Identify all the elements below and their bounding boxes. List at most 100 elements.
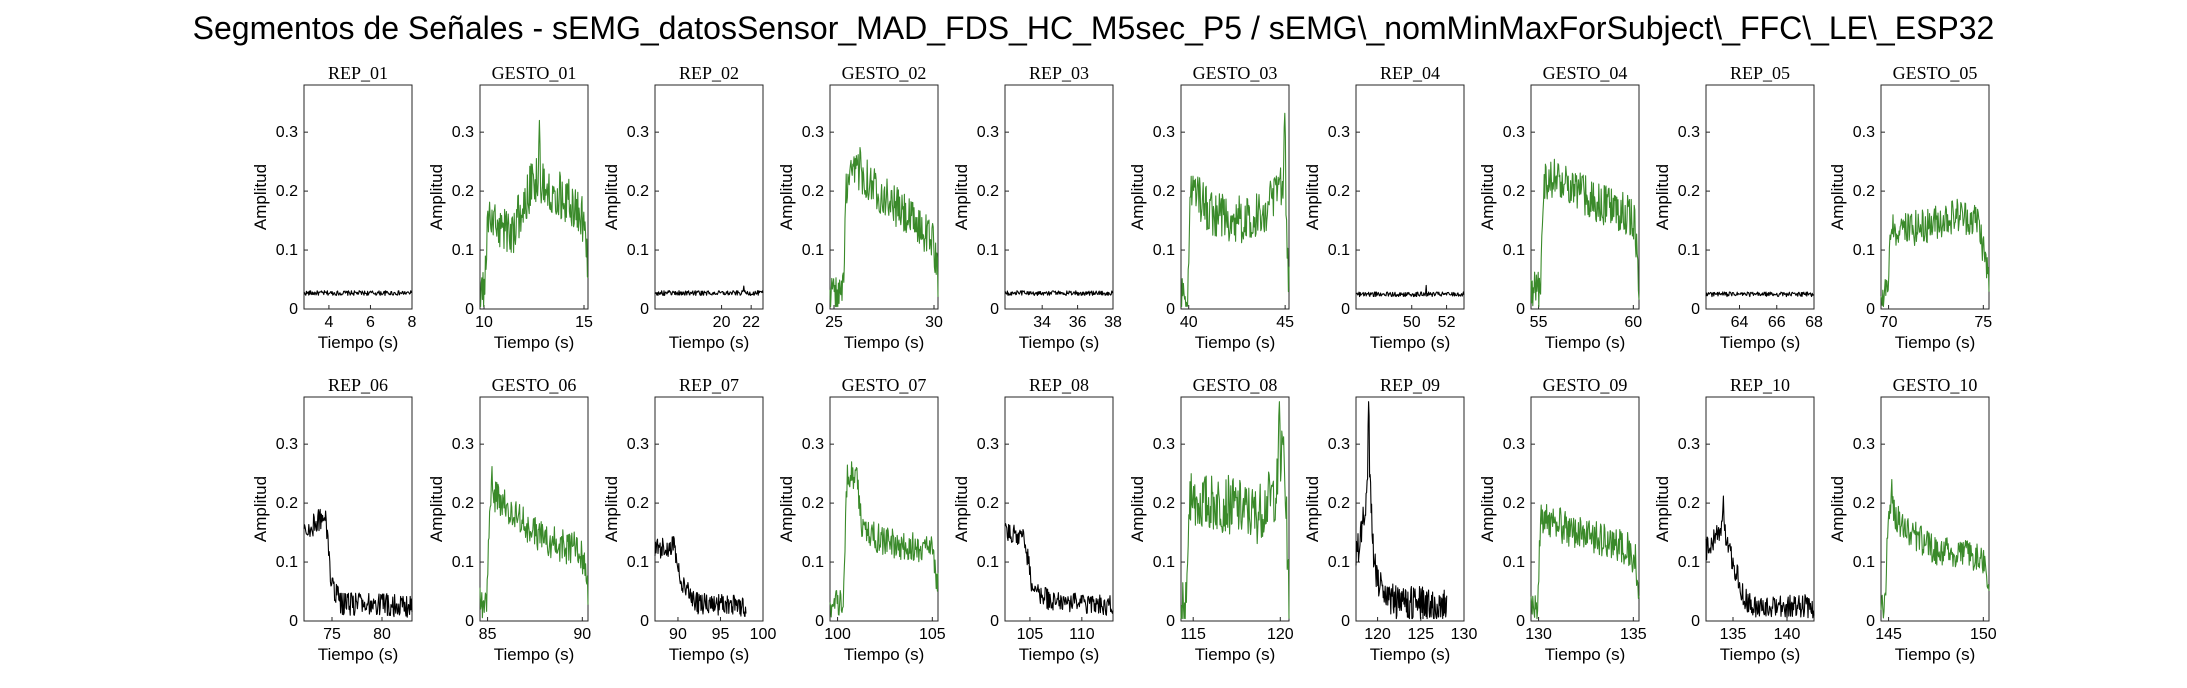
plot-gesto-06-axes — [479, 396, 589, 622]
plot-gesto-09-xtick-label: 135 — [1620, 626, 1647, 643]
plot-gesto-05-xlabel: Tiempo (s) — [1895, 333, 1976, 352]
plot-rep-08-ylabel: Amplitud — [952, 476, 971, 542]
figure-title: Segmentos de Señales - sEMG_datosSensor_… — [192, 10, 1995, 46]
plot-rep-10-xtick-label: 135 — [1720, 626, 1747, 643]
plot-gesto-06-xtick-label: 85 — [479, 626, 497, 643]
plot-rep-09-ytick-label: 0.3 — [1328, 436, 1350, 453]
plot-rep-09-xtick-label: 130 — [1451, 626, 1478, 643]
plot-gesto-05-ytick-label: 0.3 — [1853, 124, 1875, 141]
plot-gesto-08-ytick-label: 0 — [1166, 613, 1175, 630]
plot-rep-10-xtick-label: 140 — [1774, 626, 1801, 643]
plot-rep-09-xtick-label: 120 — [1364, 626, 1391, 643]
plot-rep-06-ytick-label: 0.2 — [276, 495, 298, 512]
plot-rep-09-ylabel: Amplitud — [1303, 476, 1322, 542]
plot-rep-09-ytick-label: 0 — [1341, 613, 1350, 630]
plot-rep-08-ytick-label: 0.3 — [977, 436, 999, 453]
plot-gesto-07-axes — [829, 396, 939, 622]
plot-rep-04-xtick-label: 52 — [1438, 314, 1456, 331]
plot-rep-04-axes — [1355, 84, 1465, 310]
plot-rep-09-title: REP_09 — [1380, 375, 1440, 395]
plot-gesto-09-ytick-label: 0 — [1516, 613, 1525, 630]
plot-rep-06-xlabel: Tiempo (s) — [318, 645, 399, 664]
plot-gesto-04-signal-line — [1530, 158, 1640, 308]
plot-gesto-04-xtick-label: 55 — [1530, 314, 1548, 331]
plot-rep-05-ytick-label: 0 — [1691, 301, 1700, 318]
plot-rep-07-xlabel: Tiempo (s) — [669, 645, 750, 664]
plot-rep-07-ytick-label: 0.3 — [627, 436, 649, 453]
plot-rep-10-xlabel: Tiempo (s) — [1720, 645, 1801, 664]
plot-gesto-02-ytick-label: 0 — [815, 301, 824, 318]
plot-gesto-10-xtick-label: 145 — [1875, 626, 1902, 643]
plot-gesto-02-xtick-label: 30 — [925, 314, 943, 331]
plot-rep-07-signal-line — [654, 536, 747, 617]
plot-gesto-05-axes — [1880, 84, 1990, 310]
plot-rep-05-xtick-label: 64 — [1731, 314, 1749, 331]
plot-rep-06-ylabel: Amplitud — [251, 476, 270, 542]
plot-gesto-01-xlabel: Tiempo (s) — [494, 333, 575, 352]
plot-rep-05-signal-line — [1705, 291, 1815, 298]
plot-gesto-03-xtick-label: 40 — [1180, 314, 1198, 331]
plot-gesto-02-xtick-label: 25 — [825, 314, 843, 331]
plot-rep-07-axes — [654, 396, 764, 622]
plot-gesto-05-ylabel: Amplitud — [1828, 164, 1847, 230]
plot-rep-03-ytick-label: 0.1 — [977, 242, 999, 259]
plot-gesto-06-ytick-label: 0 — [465, 613, 474, 630]
plot-rep-10-ytick-label: 0.3 — [1678, 436, 1700, 453]
plot-gesto-06-ytick-label: 0.1 — [452, 554, 474, 571]
plot-rep-01-xtick-label: 6 — [366, 314, 375, 331]
plot-rep-07-xtick-label: 90 — [669, 626, 687, 643]
plot-rep-03-xtick-label: 38 — [1104, 314, 1122, 331]
plot-rep-02-ytick-label: 0.3 — [627, 124, 649, 141]
plot-gesto-05-ytick-label: 0 — [1866, 301, 1875, 318]
plot-rep-10-ytick-label: 0 — [1691, 613, 1700, 630]
plot-gesto-07-xtick-label: 100 — [824, 626, 851, 643]
plot-rep-04-xtick-label: 50 — [1403, 314, 1421, 331]
plot-rep-03-ylabel: Amplitud — [952, 164, 971, 230]
plot-rep-09-xlabel: Tiempo (s) — [1370, 645, 1451, 664]
plot-rep-01-ytick-label: 0.3 — [276, 124, 298, 141]
plot-rep-08-title: REP_08 — [1029, 375, 1089, 395]
plot-rep-06-xtick-label: 80 — [373, 626, 391, 643]
plot-rep-03-ytick-label: 0.3 — [977, 124, 999, 141]
plot-rep-06-ytick-label: 0.3 — [276, 436, 298, 453]
plot-rep-02-xlabel: Tiempo (s) — [669, 333, 750, 352]
plot-gesto-01-title: GESTO_01 — [492, 63, 577, 83]
plot-gesto-09-ytick-label: 0.3 — [1503, 436, 1525, 453]
plot-gesto-10-title: GESTO_10 — [1893, 375, 1978, 395]
plot-rep-06-title: REP_06 — [328, 375, 388, 395]
plot-gesto-04-ytick-label: 0.2 — [1503, 183, 1525, 200]
plot-gesto-01-xtick-label: 10 — [475, 314, 493, 331]
plot-gesto-10-ytick-label: 0.2 — [1853, 495, 1875, 512]
plot-rep-09-ytick-label: 0.1 — [1328, 554, 1350, 571]
plot-rep-03-signal-line — [1004, 290, 1114, 296]
plot-gesto-06-ytick-label: 0.3 — [452, 436, 474, 453]
plot-gesto-01-ytick-label: 0 — [465, 301, 474, 318]
plot-rep-04-ytick-label: 0.2 — [1328, 183, 1350, 200]
plot-gesto-09-ytick-label: 0.2 — [1503, 495, 1525, 512]
plot-gesto-03-ytick-label: 0 — [1166, 301, 1175, 318]
plot-rep-01-ylabel: Amplitud — [251, 164, 270, 230]
plot-rep-10-ytick-label: 0.1 — [1678, 554, 1700, 571]
plot-rep-10-title: REP_10 — [1730, 375, 1790, 395]
plot-rep-06-ytick-label: 0.1 — [276, 554, 298, 571]
plot-rep-03-xtick-label: 36 — [1069, 314, 1087, 331]
plot-gesto-06-xtick-label: 90 — [573, 626, 591, 643]
plot-gesto-05-ytick-label: 0.1 — [1853, 242, 1875, 259]
plot-rep-05-xlabel: Tiempo (s) — [1720, 333, 1801, 352]
plot-gesto-02-ytick-label: 0.1 — [802, 242, 824, 259]
plot-gesto-08-ytick-label: 0.2 — [1153, 495, 1175, 512]
plot-rep-02-ytick-label: 0.2 — [627, 183, 649, 200]
plot-rep-01-axes — [303, 84, 413, 310]
plot-gesto-04-xlabel: Tiempo (s) — [1545, 333, 1626, 352]
plot-gesto-05-xtick-label: 70 — [1880, 314, 1898, 331]
plot-gesto-02-ytick-label: 0.3 — [802, 124, 824, 141]
plot-gesto-04-ytick-label: 0 — [1516, 301, 1525, 318]
plot-rep-07-ylabel: Amplitud — [602, 476, 621, 542]
plot-gesto-08-ylabel: Amplitud — [1128, 476, 1147, 542]
plot-gesto-06-title: GESTO_06 — [492, 375, 577, 395]
plot-gesto-07-xlabel: Tiempo (s) — [844, 645, 925, 664]
plot-rep-08-ytick-label: 0 — [990, 613, 999, 630]
plot-gesto-08-xtick-label: 120 — [1267, 626, 1294, 643]
plot-gesto-09-title: GESTO_09 — [1543, 375, 1628, 395]
plot-gesto-01-ytick-label: 0.3 — [452, 124, 474, 141]
